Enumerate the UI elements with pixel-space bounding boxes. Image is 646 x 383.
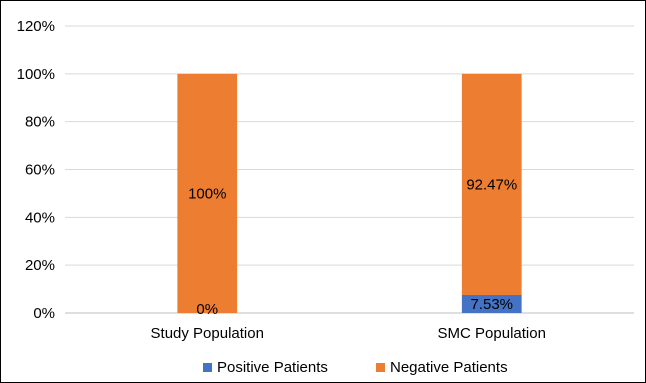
y-axis-ticks: 0% 20% 40% 60% 80% 100% 120% xyxy=(17,18,55,322)
y-tick-label: 20% xyxy=(25,257,55,274)
legend-swatch xyxy=(203,363,212,372)
y-tick-label: 60% xyxy=(25,162,55,179)
legend-label: Negative Patients xyxy=(390,359,508,376)
legend: Positive Patients Negative Patients xyxy=(203,359,508,376)
bar-negative-patients xyxy=(177,73,238,313)
y-tick-label: 0% xyxy=(33,305,55,322)
data-label: 0% xyxy=(196,301,218,318)
y-tick-label: 40% xyxy=(25,209,55,226)
x-category-label: SMC Population xyxy=(438,325,546,342)
legend-label: Positive Patients xyxy=(217,359,328,376)
bar-positive-patients xyxy=(461,294,522,313)
y-tick-label: 120% xyxy=(17,18,55,35)
y-tick-label: 100% xyxy=(17,66,55,83)
data-label: 7.53% xyxy=(470,296,513,313)
bar-negative-patients xyxy=(461,73,522,295)
x-axis-categories: Study Population SMC Population xyxy=(151,325,546,342)
y-tick-label: 80% xyxy=(25,114,55,131)
data-label: 100% xyxy=(188,185,226,202)
bars xyxy=(177,73,522,313)
data-label: 92.47% xyxy=(466,176,517,193)
x-category-label: Study Population xyxy=(151,325,264,342)
legend-swatch xyxy=(376,363,385,372)
gridlines xyxy=(65,25,634,314)
data-labels: 0% 100% 7.53% 92.47% xyxy=(188,176,517,318)
